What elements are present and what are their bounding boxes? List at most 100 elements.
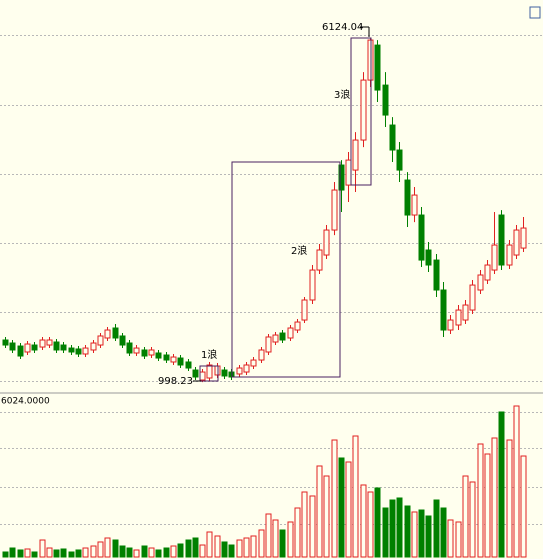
candle-body (513, 229, 520, 256)
volume-bar (279, 529, 286, 558)
volume-bar (425, 515, 432, 558)
volume-bar (97, 541, 104, 558)
candle-body (374, 44, 381, 91)
wave-boxes (199, 37, 372, 382)
low-label: 998.23 (158, 376, 193, 387)
candle-body (250, 359, 257, 367)
candle-body (506, 244, 513, 266)
volume-bar (258, 529, 265, 558)
candle-body (338, 164, 345, 191)
volume-bar (418, 509, 425, 558)
volume-bar (396, 497, 403, 558)
volume-bar (126, 547, 133, 558)
candle-body (243, 364, 250, 373)
candle-body (477, 274, 484, 291)
volume-bar (236, 539, 243, 558)
high-label: 6124.04 (322, 22, 363, 33)
candle-body (17, 345, 24, 357)
volume-bar (338, 457, 345, 558)
volume-bar (133, 549, 140, 558)
volume-bar (389, 499, 396, 558)
volume-bar (469, 481, 476, 558)
candle-body (177, 357, 184, 366)
volume-bar (221, 541, 228, 558)
volume-bar (119, 545, 126, 558)
candle-body (82, 347, 89, 355)
volume-bar (477, 443, 484, 558)
volume-bar (163, 547, 170, 558)
volume-bar (513, 405, 520, 558)
volume-bar (382, 507, 389, 558)
candle-body (112, 327, 119, 339)
volume-bar (433, 499, 440, 558)
candle-body (404, 179, 411, 216)
volume-bar (352, 435, 359, 558)
candle-body (498, 214, 505, 266)
candle-body (155, 352, 162, 359)
wave-label: 3浪 (334, 88, 350, 101)
candle-body (163, 354, 170, 361)
volume-bar (60, 548, 67, 558)
corner-icon[interactable] (529, 6, 541, 19)
volume-bar (112, 539, 119, 558)
candle-body (425, 249, 432, 266)
candle-body (382, 84, 389, 116)
volume-bar (455, 521, 462, 558)
wave-label: 2浪 (291, 244, 307, 257)
volume-bar (39, 539, 46, 558)
volume-bar (404, 505, 411, 558)
volume-bar (345, 461, 352, 558)
candle-body (301, 299, 308, 321)
volume-bar (265, 513, 272, 558)
volume-bar (177, 543, 184, 558)
candle-body (360, 79, 367, 141)
candle-body (39, 339, 46, 348)
volume-bar (301, 491, 308, 558)
candle-body (133, 347, 140, 354)
candle-body (491, 244, 498, 271)
candle-body (462, 304, 469, 321)
volume-bar (243, 537, 250, 558)
volume-bar (192, 537, 199, 558)
volume-bar (148, 547, 155, 558)
candle-body (316, 249, 323, 271)
candle-body (323, 229, 330, 256)
volume-bar (498, 411, 505, 558)
candle-body (24, 343, 31, 353)
volume-bar (309, 495, 316, 558)
volume-scale-label: 6024.0000 (1, 397, 50, 407)
volume-bar (155, 549, 162, 558)
volume-bar (520, 455, 527, 558)
volume-bar (331, 439, 338, 558)
volume-bar (367, 491, 374, 558)
candle-body (440, 289, 447, 331)
volume-bar (491, 437, 498, 558)
volume-bar (206, 531, 213, 558)
volume-bar (2, 551, 9, 558)
candle-body (75, 348, 82, 355)
candle-body (265, 336, 272, 353)
wave-box (231, 161, 341, 378)
candle-body (294, 321, 301, 331)
candle-body (221, 369, 228, 377)
volume-bar (68, 551, 75, 558)
volume-bar (250, 535, 257, 558)
volume-bar (24, 548, 31, 558)
candle-body (68, 347, 75, 353)
volume-bar (82, 547, 89, 558)
volume-bar (374, 487, 381, 558)
candle-body (520, 227, 527, 249)
candle-body (104, 329, 111, 339)
wave-box (350, 37, 372, 186)
candle-body (185, 361, 192, 369)
volume-bar (484, 453, 491, 558)
candle-body (279, 332, 286, 341)
candle-body (396, 149, 403, 171)
candle-body (46, 339, 53, 346)
candle-body (148, 349, 155, 356)
volume-bar (447, 519, 454, 558)
volume-bar (506, 439, 513, 558)
candle-body (53, 341, 60, 351)
